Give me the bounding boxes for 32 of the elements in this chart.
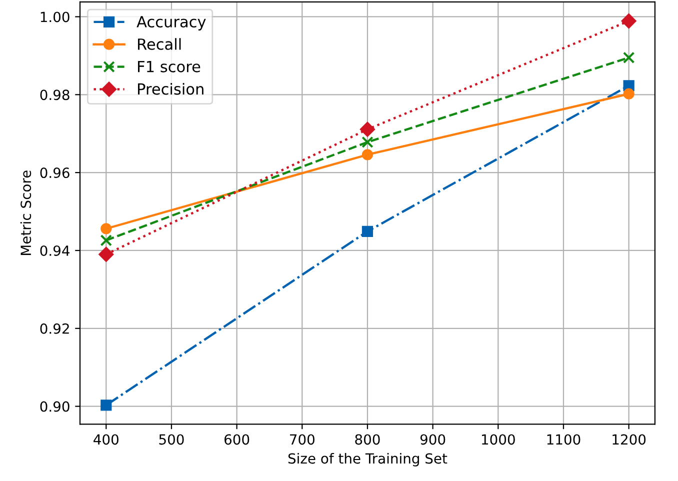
- legend-label: F1 score: [138, 60, 200, 72]
- y-tick-label: 0.92: [40, 323, 69, 334]
- x-tick-label: 700: [290, 434, 314, 445]
- point: [362, 149, 374, 160]
- point: [621, 13, 636, 29]
- y-tick-label: 0.94: [40, 245, 70, 256]
- y-tick-label: 0.90: [40, 401, 70, 412]
- point: [100, 234, 112, 246]
- point: [623, 88, 634, 100]
- x-tick-label: 400: [94, 434, 118, 445]
- legend-label: Accuracy: [136, 16, 206, 30]
- x-tick-label: 800: [355, 434, 380, 445]
- point: [100, 400, 112, 411]
- point: [100, 223, 112, 234]
- point: [362, 226, 374, 237]
- x-axis-title: Size of the Training Set: [288, 452, 448, 466]
- y-tick-label: 0.98: [40, 90, 70, 100]
- x-tick-label: 1000: [482, 434, 515, 445]
- point: [362, 136, 374, 148]
- point: [98, 246, 114, 262]
- y-axis-title: Metric Score: [20, 170, 32, 255]
- x-tick-label: 900: [420, 434, 446, 445]
- legend-label: Precision: [138, 82, 204, 95]
- y-tick-label: 0.96: [40, 168, 70, 178]
- point: [360, 122, 376, 137]
- x-tick-label: 1200: [612, 434, 646, 445]
- point: [622, 52, 635, 64]
- x-tick-label: 600: [224, 434, 250, 445]
- y-tick-label: 1.00: [40, 12, 70, 22]
- x-tick-label: 1100: [547, 434, 580, 445]
- x-tick-label: 500: [159, 434, 184, 445]
- legend-label: Recall: [138, 38, 181, 50]
